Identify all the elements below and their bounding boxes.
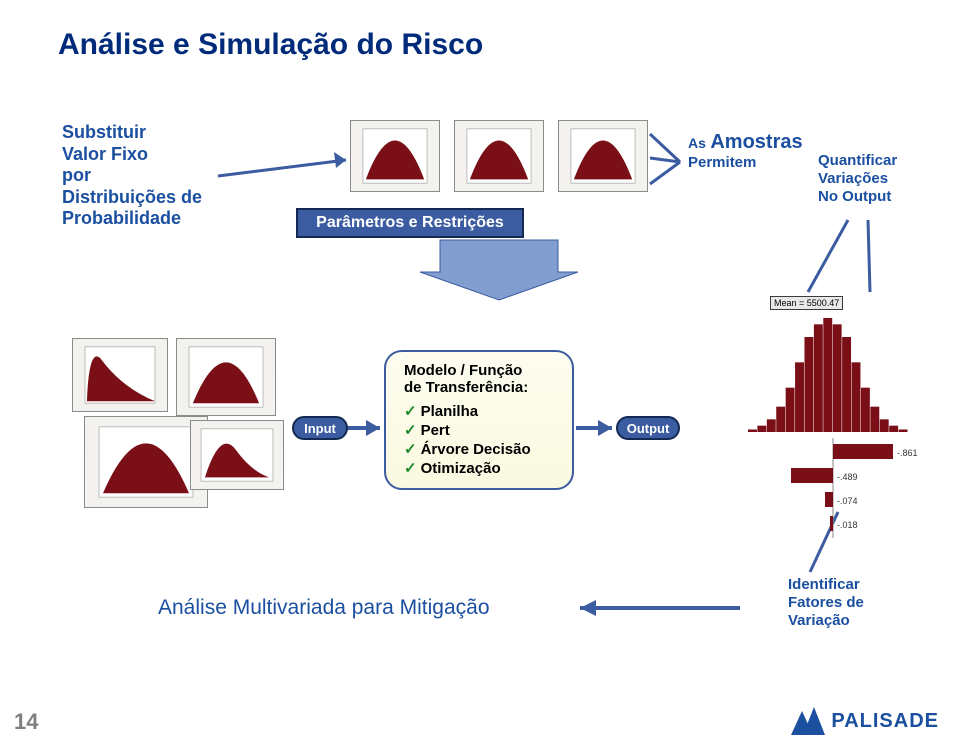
line: Valor Fixo bbox=[62, 144, 202, 166]
substitute-text: Substituir Valor Fixo por Distribuições … bbox=[62, 122, 202, 230]
model-item: Árvore Decisão bbox=[404, 440, 554, 458]
logo-text: PALISADE bbox=[831, 710, 939, 733]
output-histogram bbox=[748, 312, 908, 432]
quantify-text: Quantificar Variações No Output bbox=[818, 152, 897, 206]
page-number: 14 bbox=[14, 709, 38, 735]
svg-text:-.861: -.861 bbox=[897, 448, 918, 458]
svg-text:-.074: -.074 bbox=[837, 496, 858, 506]
line: Modelo / Função bbox=[404, 362, 522, 379]
distribution-thumb bbox=[176, 338, 276, 416]
distribution-thumb bbox=[454, 120, 544, 192]
line: Distribuições de bbox=[62, 187, 202, 209]
distribution-thumb bbox=[350, 120, 440, 192]
mean-label: Mean = 5500.47 bbox=[770, 296, 843, 310]
svg-text:-.489: -.489 bbox=[837, 472, 858, 482]
model-item: Otimização bbox=[404, 459, 554, 477]
parameters-label: Parâmetros e Restrições bbox=[316, 214, 504, 232]
mitigation-text: Análise Multivariada para Mitigação bbox=[158, 596, 490, 620]
tornado-chart: -.861 -.489 -.074 -.018 bbox=[748, 438, 918, 538]
line: Substituir bbox=[62, 122, 202, 144]
samples-text: As Amostras Permitem bbox=[688, 130, 803, 172]
model-item: Pert bbox=[404, 421, 554, 439]
input-chip: Input bbox=[292, 416, 348, 440]
palisade-logo: PALISADE bbox=[791, 707, 939, 735]
identify-text: Identificar Fatores de Variação bbox=[788, 576, 864, 630]
line: Identificar bbox=[788, 576, 864, 594]
model-item: Planilha bbox=[404, 402, 554, 420]
line: Variações bbox=[818, 170, 897, 188]
line: de Transferência: bbox=[404, 379, 528, 396]
slide-title: Análise e Simulação do Risco bbox=[58, 28, 483, 62]
logo-mark-icon bbox=[791, 707, 825, 735]
line: Permitem bbox=[688, 154, 803, 172]
distribution-thumb bbox=[190, 420, 284, 490]
line: Quantificar bbox=[818, 152, 897, 170]
output-label: Output bbox=[627, 421, 670, 436]
distribution-thumb bbox=[72, 338, 168, 412]
line: As Amostras bbox=[688, 130, 803, 154]
model-heading: Modelo / Função de Transferência: bbox=[404, 362, 554, 396]
line: No Output bbox=[818, 188, 897, 206]
model-box: Modelo / Função de Transferência: Planil… bbox=[384, 350, 574, 490]
distribution-thumb bbox=[558, 120, 648, 192]
svg-text:-.018: -.018 bbox=[837, 520, 858, 530]
input-label: Input bbox=[304, 421, 336, 436]
parameters-box: Parâmetros e Restrições bbox=[296, 208, 524, 238]
output-chip: Output bbox=[616, 416, 680, 440]
line: Variação bbox=[788, 612, 864, 630]
line: Fatores de bbox=[788, 594, 864, 612]
line: Probabilidade bbox=[62, 208, 202, 230]
line: por bbox=[62, 165, 202, 187]
